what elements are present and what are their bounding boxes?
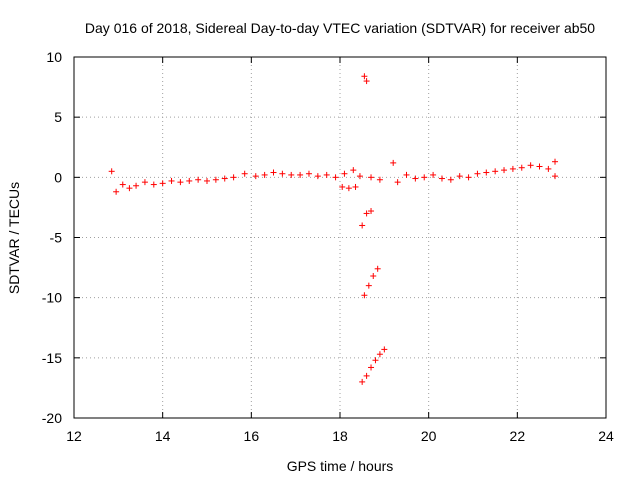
data-point bbox=[483, 169, 490, 176]
data-point bbox=[314, 173, 321, 180]
data-point bbox=[126, 185, 133, 192]
data-point bbox=[356, 173, 363, 180]
data-point bbox=[363, 210, 370, 217]
data-point bbox=[536, 163, 543, 170]
y-tick-label: -15 bbox=[42, 350, 62, 366]
data-point bbox=[270, 169, 277, 176]
data-point bbox=[394, 179, 401, 186]
data-point bbox=[204, 177, 210, 184]
data-point bbox=[141, 179, 148, 186]
y-tick-label: -5 bbox=[50, 230, 63, 246]
axis-ticks: 12 14 16 18 20 22 24 -20 -15 -10 -5 0 5 10 bbox=[42, 49, 614, 444]
data-point bbox=[509, 165, 516, 172]
data-points bbox=[108, 73, 559, 385]
data-point bbox=[381, 346, 388, 353]
data-point bbox=[370, 273, 377, 280]
data-point bbox=[465, 174, 472, 181]
data-point bbox=[456, 173, 463, 180]
data-point bbox=[323, 171, 330, 178]
data-point bbox=[545, 165, 552, 172]
data-point bbox=[279, 170, 286, 177]
data-point bbox=[345, 185, 352, 192]
data-point bbox=[552, 173, 559, 180]
data-point bbox=[421, 174, 428, 181]
x-axis-label: GPS time / hours bbox=[287, 458, 394, 474]
data-point bbox=[501, 167, 508, 174]
data-point bbox=[133, 182, 140, 189]
data-point bbox=[288, 171, 295, 178]
data-point bbox=[492, 168, 499, 175]
data-point bbox=[177, 179, 184, 186]
data-point bbox=[430, 171, 437, 178]
data-point bbox=[361, 292, 368, 299]
data-point bbox=[297, 171, 304, 178]
data-point bbox=[527, 162, 534, 169]
chart-title: Day 016 of 2018, Sidereal Day-to-day VTE… bbox=[85, 20, 595, 36]
data-point bbox=[474, 170, 481, 177]
data-point bbox=[359, 378, 366, 385]
data-point bbox=[376, 351, 383, 358]
data-point bbox=[352, 183, 359, 190]
x-tick-label: 16 bbox=[244, 428, 260, 444]
grid bbox=[74, 57, 606, 418]
data-point bbox=[376, 176, 383, 183]
data-point bbox=[159, 180, 166, 187]
x-tick-label: 20 bbox=[421, 428, 437, 444]
data-point bbox=[186, 177, 193, 184]
x-tick-label: 18 bbox=[332, 428, 348, 444]
data-point bbox=[438, 175, 445, 182]
data-point bbox=[332, 174, 339, 181]
y-tick-label: -10 bbox=[42, 290, 62, 306]
data-point bbox=[372, 357, 379, 364]
data-point bbox=[108, 168, 115, 175]
data-point bbox=[339, 183, 346, 190]
data-point bbox=[363, 372, 370, 379]
data-point bbox=[361, 73, 368, 80]
data-point bbox=[368, 208, 375, 215]
data-point bbox=[305, 170, 312, 177]
y-tick-label: 10 bbox=[46, 49, 62, 65]
data-point bbox=[447, 176, 454, 183]
data-point bbox=[412, 175, 419, 182]
data-point bbox=[113, 188, 120, 195]
data-point bbox=[168, 177, 175, 184]
data-point bbox=[195, 176, 202, 183]
data-point bbox=[230, 174, 237, 181]
data-point bbox=[368, 364, 375, 371]
data-point bbox=[241, 170, 248, 177]
data-point bbox=[350, 167, 357, 174]
data-point bbox=[552, 158, 559, 165]
x-tick-label: 24 bbox=[598, 428, 614, 444]
data-point bbox=[403, 171, 410, 178]
data-point bbox=[368, 174, 375, 181]
data-point bbox=[518, 164, 525, 171]
data-point bbox=[212, 176, 219, 183]
x-tick-label: 22 bbox=[510, 428, 526, 444]
y-tick-label: 5 bbox=[54, 109, 62, 125]
data-point bbox=[341, 170, 348, 177]
x-tick-label: 12 bbox=[66, 428, 82, 444]
data-point bbox=[252, 173, 259, 180]
y-axis-label: SDTVAR / TECUs bbox=[6, 182, 22, 294]
data-point bbox=[221, 175, 228, 182]
data-point bbox=[365, 282, 372, 289]
y-tick-label: 0 bbox=[54, 169, 62, 185]
x-tick-label: 14 bbox=[155, 428, 171, 444]
data-point bbox=[150, 181, 157, 188]
data-point bbox=[119, 181, 126, 188]
data-point bbox=[374, 265, 381, 272]
data-point bbox=[390, 159, 397, 166]
data-point bbox=[261, 171, 268, 178]
data-point bbox=[359, 222, 366, 229]
y-tick-label: -20 bbox=[42, 410, 62, 426]
data-point bbox=[363, 78, 370, 85]
